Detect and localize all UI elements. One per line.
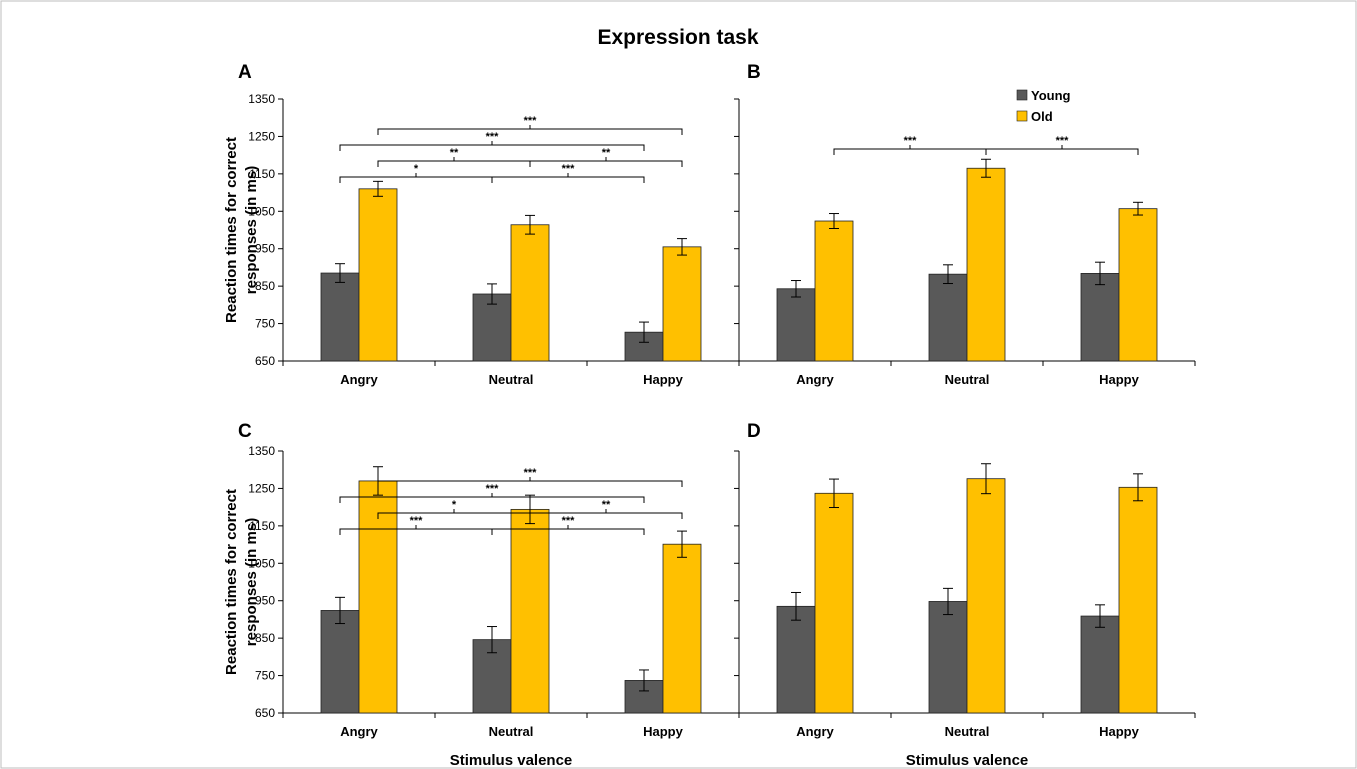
significance-label: ***	[486, 131, 500, 143]
significance-label: ***	[410, 515, 424, 527]
legend-label-young: Young	[1031, 88, 1071, 103]
category-label: Angry	[796, 372, 834, 387]
panel-letter: B	[747, 62, 761, 83]
y-axis-label: Reaction times for correct responses (in …	[223, 137, 260, 323]
legend-label-old: Old	[1031, 109, 1053, 124]
category-label: Angry	[340, 724, 378, 739]
bar-young	[320, 272, 360, 362]
y-axis-label: Reaction times for correct responses (in …	[223, 489, 260, 675]
x-axis-label: Stimulus valence	[906, 752, 1029, 769]
significance-label: **	[602, 499, 611, 511]
y-tick-label: 1350	[248, 444, 275, 458]
category-label: Angry	[340, 372, 378, 387]
significance-label: ***	[1056, 135, 1070, 147]
y-tick-label: 750	[255, 317, 275, 331]
panel-c: C 650 750 850 950 1050 1150 1250 1350 Angry Neutra…	[223, 421, 740, 769]
category-label: Neutral	[945, 724, 990, 739]
bar-old	[1118, 486, 1158, 714]
bar-old	[662, 246, 702, 362]
bar-old	[662, 543, 702, 714]
bar-old	[510, 224, 550, 362]
category-label: Neutral	[489, 372, 534, 387]
y-tick-label: 850	[255, 279, 275, 293]
y-tick-label: 750	[255, 669, 275, 683]
category-label: Happy	[643, 372, 684, 387]
x-axis-label: Stimulus valence	[450, 752, 573, 769]
significance-label: *	[452, 499, 457, 511]
category-label: Neutral	[489, 724, 534, 739]
significance-label: ***	[562, 163, 576, 175]
y-tick-label: 1250	[248, 129, 275, 143]
panel-b: B Angry Neutral Happy *** *** Young Old	[734, 62, 1196, 387]
significance-label: *	[414, 163, 419, 175]
significance-label: ***	[486, 483, 500, 495]
y-tick-label: 650	[255, 354, 275, 368]
y-tick-label: 850	[255, 631, 275, 645]
y-tick-label: 1250	[248, 481, 275, 495]
bar-old	[966, 167, 1006, 362]
bar-young	[928, 601, 968, 714]
panel-d: D Angry Neutral Happy Stimulus valence	[734, 421, 1196, 769]
y-tick-label: 950	[255, 242, 275, 256]
significance-label: **	[602, 147, 611, 159]
y-tick-label: 1150	[249, 519, 275, 533]
significance-label: ***	[524, 467, 538, 479]
bar-old	[966, 478, 1006, 714]
bar-young	[776, 288, 816, 362]
y-tick-label: 1050	[248, 556, 275, 570]
y-tick-label: 650	[255, 706, 275, 720]
panel-letter: D	[747, 421, 761, 442]
y-tick-label: 950	[255, 594, 275, 608]
bar-young	[776, 605, 816, 714]
panel-letter: A	[238, 62, 252, 83]
significance-label: ***	[524, 115, 538, 127]
panels-layer: A 650 750 850 950 1050 1150 1250 1350 Angry Neutra…	[223, 62, 1196, 769]
y-tick-label: 1350	[248, 92, 275, 106]
bar-young	[320, 610, 360, 714]
category-label: Happy	[643, 724, 684, 739]
bar-young	[1080, 615, 1120, 714]
bar-young	[472, 293, 512, 362]
category-label: Neutral	[945, 372, 990, 387]
y-tick-label: 1150	[249, 167, 275, 181]
significance-label: ***	[904, 135, 918, 147]
bar-old	[358, 188, 398, 362]
category-label: Happy	[1099, 372, 1140, 387]
bar-young	[928, 273, 968, 362]
category-label: Happy	[1099, 724, 1140, 739]
significance-label: **	[450, 147, 459, 159]
bar-young	[1080, 273, 1120, 362]
y-tick-label: 1050	[248, 204, 275, 218]
panel-a: A 650 750 850 950 1050 1150 1250 1350 Angry Neutra…	[223, 62, 740, 387]
category-label: Angry	[796, 724, 834, 739]
bar-old	[814, 220, 854, 362]
figure-title: Expression task	[597, 26, 758, 49]
significance-label: ***	[562, 515, 576, 527]
legend-swatch-old	[1016, 110, 1028, 122]
legend-swatch-young	[1016, 89, 1028, 101]
panel-letter: C	[238, 421, 252, 442]
bar-old	[1118, 208, 1158, 362]
bar-old	[510, 508, 550, 714]
bar-old	[814, 492, 854, 714]
